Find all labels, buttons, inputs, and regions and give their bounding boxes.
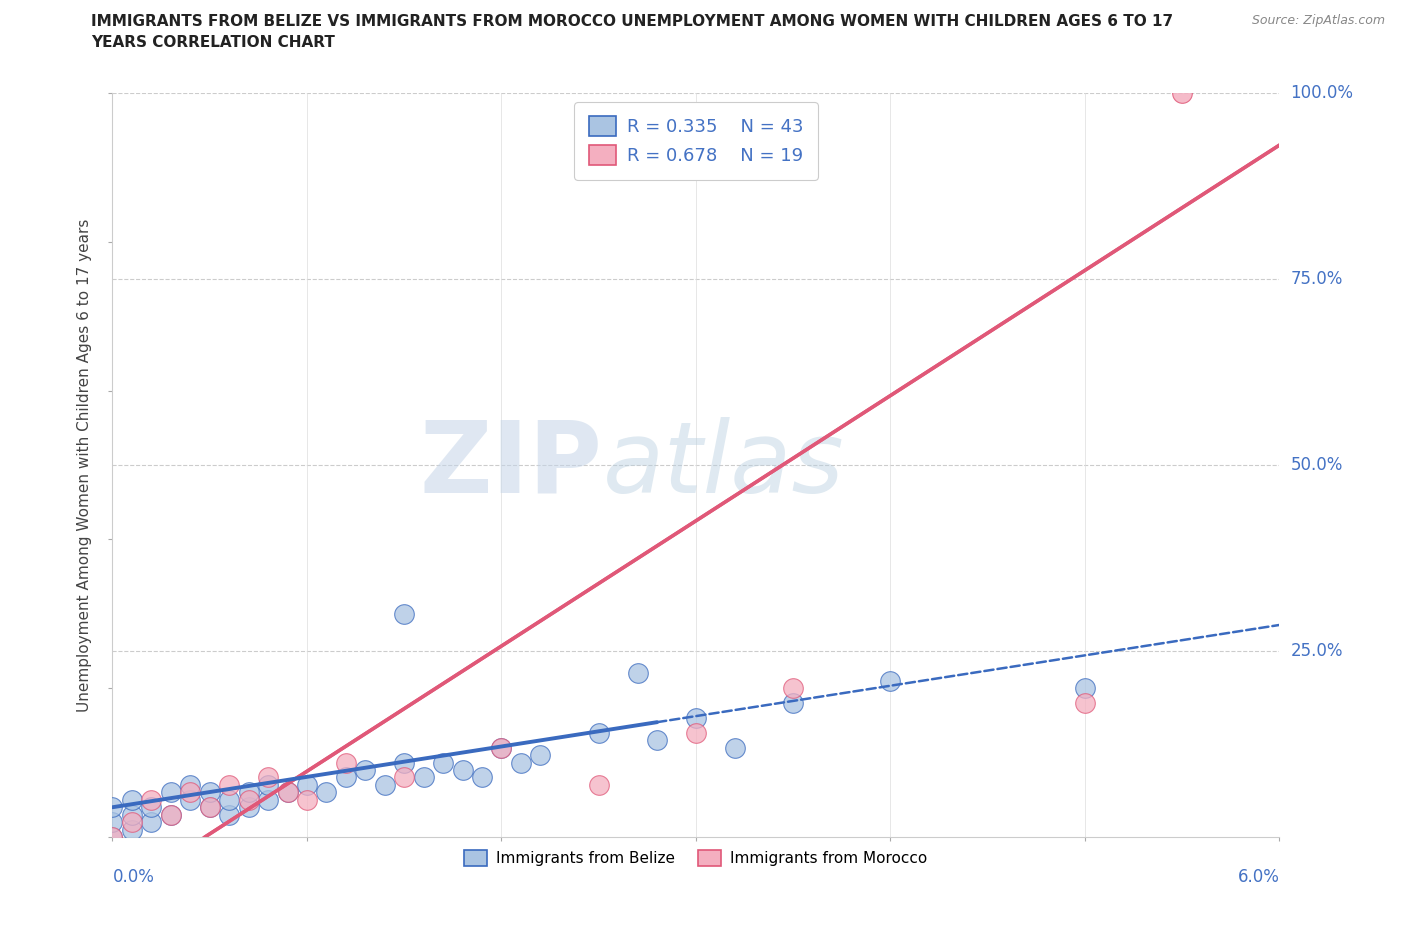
Text: ZIP: ZIP [420,417,603,513]
Text: 25.0%: 25.0% [1291,642,1343,660]
Text: YEARS CORRELATION CHART: YEARS CORRELATION CHART [91,35,335,50]
Point [198,800,221,815]
Point [276,785,298,800]
Point [374,777,396,792]
Text: 50.0%: 50.0% [1291,456,1343,474]
Point [685,711,707,725]
Y-axis label: Unemployment Among Women with Children Ages 6 to 17 years: Unemployment Among Women with Children A… [77,219,93,711]
Text: Source: ZipAtlas.com: Source: ZipAtlas.com [1251,14,1385,27]
Point [218,792,240,807]
Point [627,666,650,681]
Point [782,696,804,711]
Text: 75.0%: 75.0% [1291,270,1343,288]
Point [276,785,298,800]
Point [101,830,124,844]
Point [121,815,143,830]
Point [451,763,474,777]
Point [491,740,513,755]
Point [724,740,747,755]
Point [1074,696,1097,711]
Point [257,770,280,785]
Point [257,792,280,807]
Point [198,785,221,800]
Legend: Immigrants from Belize, Immigrants from Morocco: Immigrants from Belize, Immigrants from … [457,842,935,874]
Point [432,755,454,770]
Point [315,785,337,800]
Point [295,792,318,807]
Point [394,755,416,770]
Point [257,777,280,792]
Point [141,800,163,815]
Point [160,785,183,800]
Text: 100.0%: 100.0% [1291,84,1354,102]
Point [412,770,434,785]
Point [179,785,201,800]
Point [1074,681,1097,696]
Point [121,807,143,822]
Text: IMMIGRANTS FROM BELIZE VS IMMIGRANTS FROM MOROCCO UNEMPLOYMENT AMONG WOMEN WITH : IMMIGRANTS FROM BELIZE VS IMMIGRANTS FRO… [91,14,1174,29]
Point [238,800,260,815]
Point [198,800,221,815]
Point [238,792,260,807]
Point [160,807,183,822]
Text: atlas: atlas [603,417,844,513]
Point [179,777,201,792]
Point [879,673,901,688]
Point [295,777,318,792]
Point [141,815,163,830]
Point [335,755,357,770]
Text: 0.0%: 0.0% [112,868,155,885]
Point [335,770,357,785]
Point [471,770,494,785]
Point [179,792,201,807]
Point [491,740,513,755]
Point [238,785,260,800]
Point [782,681,804,696]
Point [509,755,531,770]
Point [160,807,183,822]
Point [101,815,124,830]
Point [1171,86,1194,100]
Point [101,800,124,815]
Point [529,748,551,763]
Point [588,777,610,792]
Point [101,830,124,844]
Point [645,733,668,748]
Point [354,763,377,777]
Point [141,792,163,807]
Point [588,725,610,740]
Point [394,770,416,785]
Text: 6.0%: 6.0% [1237,868,1279,885]
Point [121,792,143,807]
Point [394,606,416,621]
Point [685,725,707,740]
Point [218,807,240,822]
Point [121,822,143,837]
Point [218,777,240,792]
